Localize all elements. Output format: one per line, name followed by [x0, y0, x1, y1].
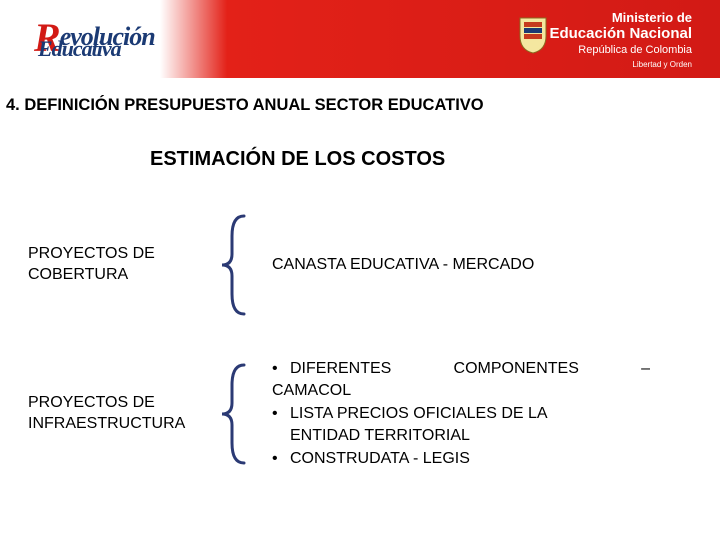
row-infraestructura: PROYECTOS DE INFRAESTRUCTURA • DIFERENTE… [0, 358, 720, 470]
logo-revolucion-educativa: Revolución Educativa [34, 6, 194, 68]
bullet-text-cont: ENTIDAD TERRITORIAL [272, 425, 650, 447]
logo-word2: Educativa [38, 36, 121, 62]
bullet-item: • DIFERENTES COMPONENTES – [272, 358, 650, 380]
bullet-dot: • [272, 448, 290, 470]
label-infraestructura: PROYECTOS DE INFRAESTRUCTURA [0, 393, 210, 435]
ministry-line2: Educación Nacional [549, 25, 692, 42]
bullet-text-cont: CAMACOL [272, 380, 650, 402]
ministry-line3: República de Colombia [549, 44, 692, 56]
bullet-text: DIFERENTES COMPONENTES – [290, 358, 650, 380]
bullet-text: CONSTRUDATA - LEGIS [290, 448, 650, 470]
slide-header: Revolución Educativa Ministerio de Educa… [0, 0, 720, 78]
bullet-item: • LISTA PRECIOS OFICIALES DE LA [272, 403, 650, 425]
bullet-dot: • [272, 403, 290, 425]
section-title: 4. DEFINICIÓN PRESUPUESTO ANUAL SECTOR E… [6, 96, 484, 115]
content-cobertura: CANASTA EDUCATIVA - MERCADO [260, 254, 552, 276]
bullet-text: LISTA PRECIOS OFICIALES DE LA [290, 403, 650, 425]
bullet-dot: • [272, 358, 290, 380]
content-infraestructura: • DIFERENTES COMPONENTES – CAMACOL • LIS… [260, 358, 668, 470]
ministry-line1: Ministerio de [549, 10, 692, 25]
ministry-line4: Libertad y Orden [549, 60, 692, 69]
subtitle: ESTIMACIÓN DE LOS COSTOS [150, 148, 445, 171]
label-cobertura: PROYECTOS DE COBERTURA [0, 244, 210, 286]
row-cobertura: PROYECTOS DE COBERTURA CANASTA EDUCATIVA… [0, 210, 720, 320]
brace-icon [210, 359, 260, 469]
brace-icon [210, 210, 260, 320]
bullet-item: • CONSTRUDATA - LEGIS [272, 448, 650, 470]
ministry-block: Ministerio de Educación Nacional Repúbli… [549, 10, 692, 69]
coat-of-arms-icon [516, 14, 550, 54]
